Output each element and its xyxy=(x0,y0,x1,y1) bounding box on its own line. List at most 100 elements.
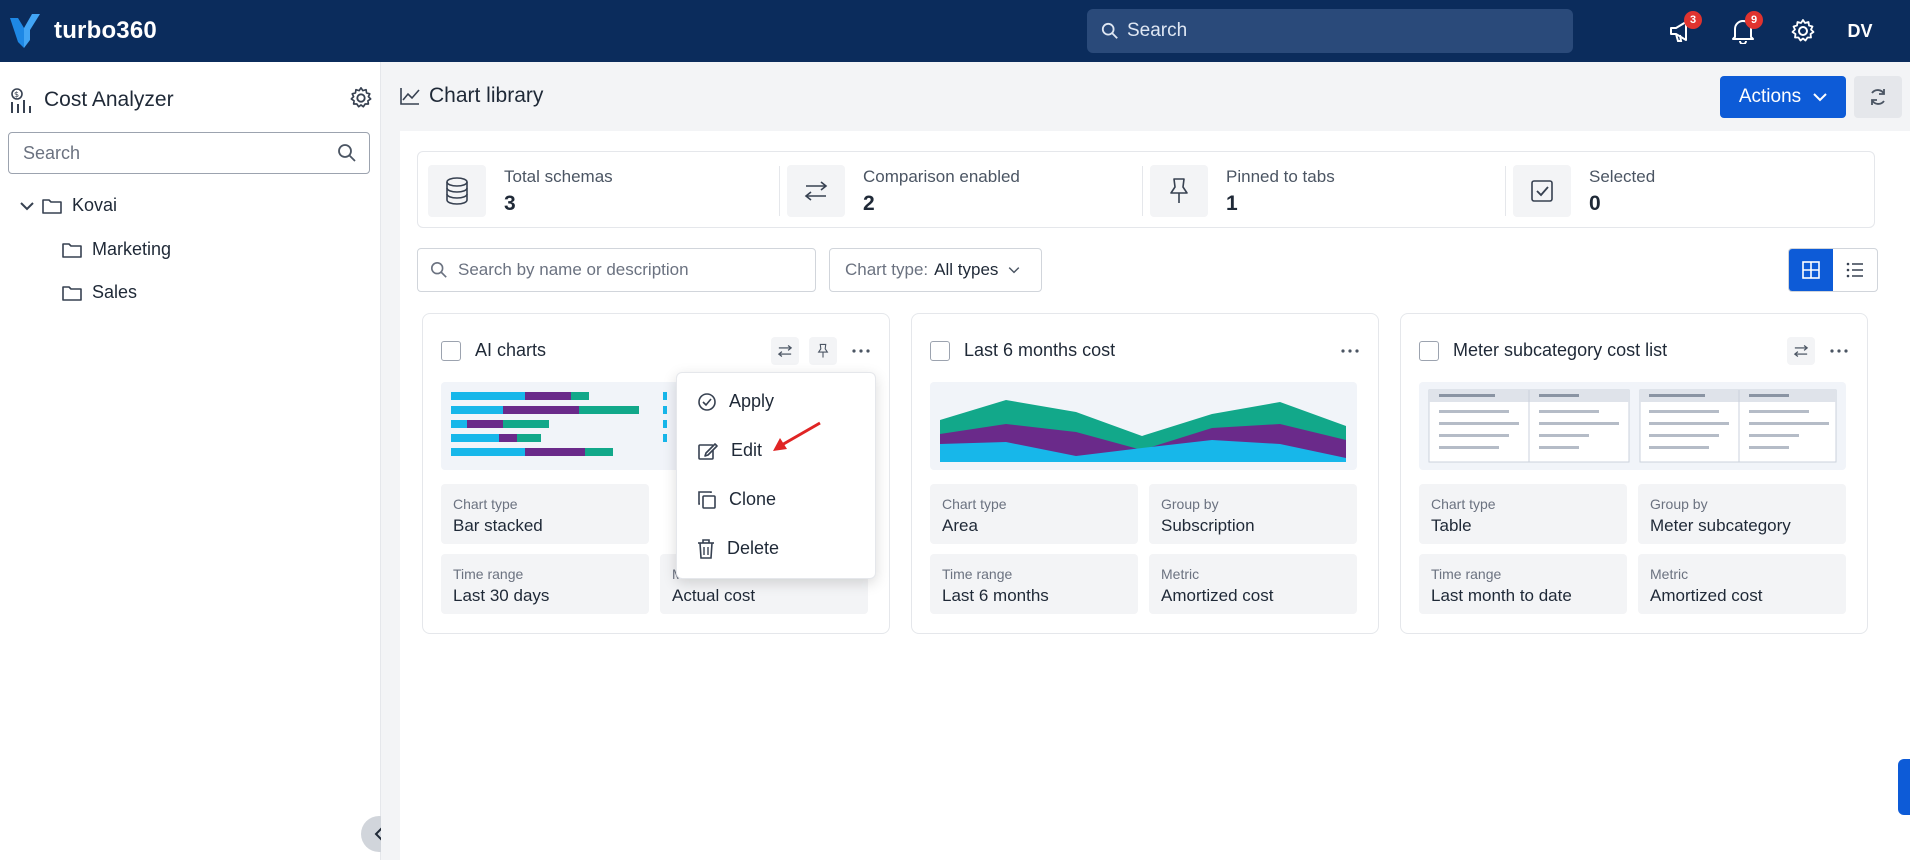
gear-icon xyxy=(350,87,372,108)
notifications-button[interactable]: 9 xyxy=(1726,11,1763,48)
settings-button[interactable] xyxy=(1786,14,1820,48)
chart-search-input[interactable]: Search by name or description xyxy=(417,248,816,292)
card-select-checkbox[interactable] xyxy=(1419,340,1439,361)
side-feedback-tab[interactable] xyxy=(1898,759,1910,815)
copy-icon xyxy=(698,490,716,509)
check-circle-icon xyxy=(698,392,716,411)
meta-label: Metric xyxy=(1650,566,1689,582)
search-icon xyxy=(430,261,447,278)
tree-item-label: Sales xyxy=(92,282,138,302)
meta-value: Table xyxy=(1431,516,1472,535)
card-header: Last 6 months cost xyxy=(930,340,1115,361)
menu-item-clone[interactable]: Clone xyxy=(697,489,776,510)
card-header: AI charts xyxy=(441,340,546,361)
folder-icon xyxy=(42,198,62,214)
meta-label: Chart type xyxy=(1431,496,1496,512)
meta-label: Metric xyxy=(1161,566,1200,582)
meta-time-range: Time range Last 30 days xyxy=(441,554,649,614)
menu-item-edit[interactable]: Edit xyxy=(697,440,762,461)
chart-card-last-6-months-cost[interactable]: Last 6 months cost Chart type Area Group xyxy=(911,313,1379,634)
meta-chart-type: Chart type Area xyxy=(930,484,1138,544)
list-view-button[interactable] xyxy=(1833,249,1877,291)
chevron-left-icon xyxy=(374,827,383,841)
meta-value: Amortized cost xyxy=(1161,586,1274,605)
actions-button[interactable]: Actions xyxy=(1720,76,1846,118)
grid-view-button[interactable] xyxy=(1789,249,1833,291)
chevron-down-icon xyxy=(1813,93,1827,102)
meta-time-range: Time range Last 6 months xyxy=(930,554,1138,614)
meta-time-range: Time range Last month to date xyxy=(1419,554,1627,614)
compare-button[interactable] xyxy=(771,337,799,365)
meta-chart-type: Chart type Table xyxy=(1419,484,1627,544)
meta-value: Last 6 months xyxy=(942,586,1049,605)
stat-total-schemas: Total schemas 3 xyxy=(428,163,613,219)
page-title: Chart library xyxy=(399,84,543,108)
meta-label: Time range xyxy=(1431,566,1502,582)
edit-icon xyxy=(698,442,718,460)
stat-label: Total schemas xyxy=(504,166,613,186)
meta-value: Amortized cost xyxy=(1650,586,1763,605)
menu-item-delete[interactable]: Delete xyxy=(697,538,779,559)
stat-divider xyxy=(1505,166,1506,216)
line-chart-icon xyxy=(400,88,420,105)
refresh-button[interactable] xyxy=(1854,76,1902,118)
pin-icon xyxy=(817,343,829,358)
tree-item-label: Marketing xyxy=(92,239,172,259)
card-tools xyxy=(1787,337,1853,365)
stat-selected: Selected 0 xyxy=(1513,163,1655,219)
tree-item-marketing[interactable]: Marketing xyxy=(62,239,171,260)
pin-button[interactable] xyxy=(809,337,837,365)
left-panel-title: Cost Analyzer xyxy=(44,88,174,111)
menu-item-label: Apply xyxy=(729,391,775,411)
chart-type-value: All types xyxy=(934,260,999,279)
stat-label: Pinned to tabs xyxy=(1226,166,1335,186)
meta-value: Bar stacked xyxy=(453,516,543,535)
tree-item-kovai[interactable]: Kovai xyxy=(20,195,117,216)
chart-card-meter-subcategory-cost-list[interactable]: Meter subcategory cost list xyxy=(1400,313,1868,634)
chart-type-label: Chart type: xyxy=(845,260,929,279)
meta-value: Last month to date xyxy=(1431,586,1572,605)
more-options-button[interactable] xyxy=(1825,337,1853,365)
meta-value: Area xyxy=(942,516,978,535)
meta-label: Group by xyxy=(1161,496,1219,512)
trash-icon xyxy=(698,538,714,559)
chart-search-placeholder: Search by name or description xyxy=(458,260,689,279)
more-horizontal-icon xyxy=(1830,349,1848,353)
menu-item-label: Clone xyxy=(729,489,777,509)
more-horizontal-icon xyxy=(852,349,870,353)
more-horizontal-icon xyxy=(1341,349,1359,353)
stat-value: 1 xyxy=(1226,191,1238,215)
more-options-button[interactable] xyxy=(847,337,875,365)
announcements-button[interactable]: 3 xyxy=(1665,11,1702,48)
refresh-icon xyxy=(1871,89,1885,105)
card-select-checkbox[interactable] xyxy=(441,340,461,361)
meta-value: Meter subcategory xyxy=(1650,516,1791,535)
left-panel-header: $ Cost Analyzer xyxy=(8,84,373,116)
stat-comparison-enabled: Comparison enabled 2 xyxy=(787,163,1020,219)
meta-metric: Metric Amortized cost xyxy=(1638,554,1846,614)
brand-logo[interactable]: turbo360 xyxy=(10,0,157,62)
stat-value: 0 xyxy=(1589,191,1601,215)
left-panel: $ Cost Analyzer Search Kovai Marketing S… xyxy=(0,62,397,860)
chart-type-dropdown[interactable]: Chart type: All types xyxy=(829,248,1042,292)
card-title: Meter subcategory cost list xyxy=(1453,340,1668,360)
card-select-checkbox[interactable] xyxy=(930,340,950,361)
turbo360-logo-icon xyxy=(10,14,40,48)
menu-item-apply[interactable]: Apply xyxy=(697,391,774,412)
compare-button[interactable] xyxy=(1787,337,1815,365)
card-header: Meter subcategory cost list xyxy=(1419,340,1667,361)
sidebar-search-input[interactable]: Search xyxy=(8,132,370,174)
meta-label: Chart type xyxy=(453,496,518,512)
search-icon xyxy=(338,144,356,162)
tree-item-sales[interactable]: Sales xyxy=(62,282,137,303)
folder-icon xyxy=(62,242,82,258)
user-avatar[interactable]: DV xyxy=(1840,11,1880,51)
swap-icon xyxy=(777,344,793,358)
more-options-button[interactable] xyxy=(1336,337,1364,365)
stats-summary: Total schemas 3 Comparison enabled 2 xyxy=(417,151,1875,228)
panel-settings-button[interactable] xyxy=(349,86,373,115)
global-search-input[interactable]: Search xyxy=(1087,9,1573,53)
chart-preview-table xyxy=(1419,382,1846,470)
stat-divider xyxy=(1142,166,1143,216)
grid-icon xyxy=(1802,261,1820,279)
